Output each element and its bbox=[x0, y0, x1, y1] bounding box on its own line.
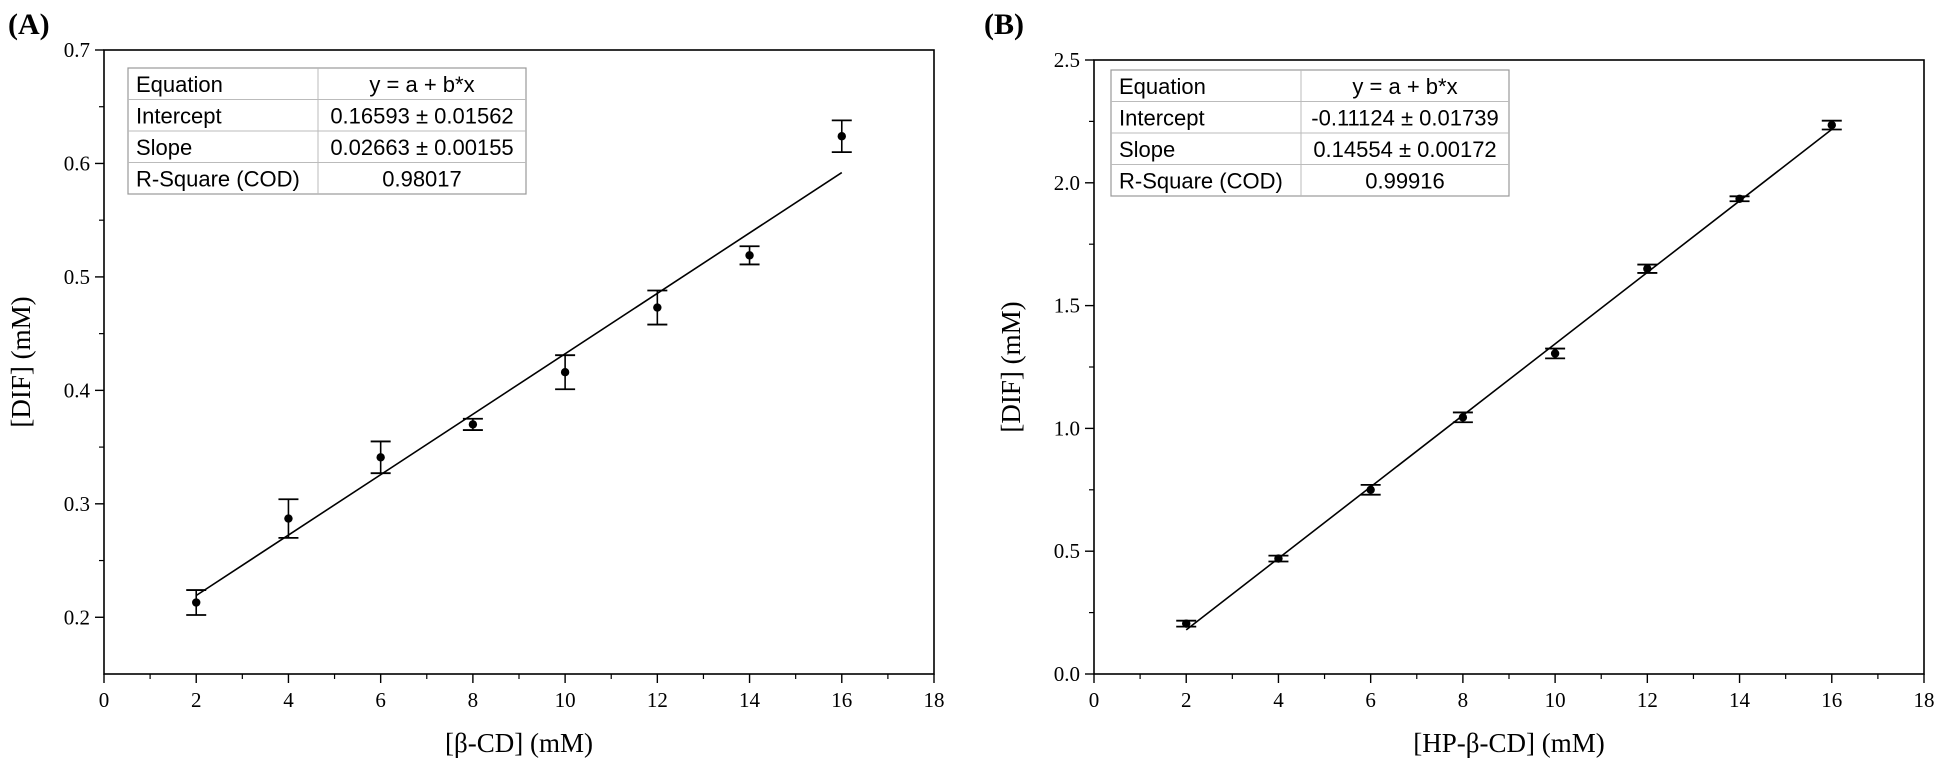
table-label-cell: Equation bbox=[136, 72, 223, 97]
x-tick-label: 6 bbox=[1365, 688, 1376, 712]
data-point bbox=[1182, 619, 1191, 628]
y-tick-label: 0.7 bbox=[64, 38, 90, 62]
table-value-cell: 0.02663 ± 0.00155 bbox=[330, 135, 513, 160]
table-value-cell: y = a + b*x bbox=[369, 72, 474, 97]
axis-ticks: 0 2 4 6 8 10 12 14 16 18 0.0 0.5 1.0 1.5 2.0 2.5 bbox=[1054, 48, 1935, 712]
x-tick-label: 12 bbox=[647, 688, 668, 712]
x-tick-label: 4 bbox=[283, 688, 294, 712]
data-point bbox=[468, 420, 478, 429]
x-tick-label: 0 bbox=[1089, 688, 1100, 712]
x-tick-label: 18 bbox=[1914, 688, 1935, 712]
fit-stats-table: Equation y = a + b*x Intercept 0.16593 ± 0.… bbox=[127, 67, 527, 195]
x-tick-label: 16 bbox=[831, 688, 852, 712]
table-label-cell: Slope bbox=[136, 135, 192, 160]
table-value-cell: -0.11124 ± 0.01739 bbox=[1311, 105, 1498, 130]
y-tick-label: 2.0 bbox=[1054, 171, 1080, 195]
x-tick-label: 0 bbox=[99, 688, 110, 712]
data-point bbox=[1458, 413, 1468, 422]
data-point bbox=[1550, 349, 1560, 358]
y-tick-label: 0.3 bbox=[64, 492, 90, 516]
table-label-cell: Slope bbox=[1119, 137, 1175, 162]
table-value-cell: 0.98017 bbox=[382, 166, 462, 191]
y-axis-label: [DIF] (mM) bbox=[6, 296, 36, 427]
chart-panel-a: (A) 0 2 4 6 8 10 12 14 16 18 0.2 0.3 0.4 0.5 0.6 0.7 Eq… bbox=[6, 8, 945, 758]
data-marks bbox=[1176, 119, 1842, 631]
x-tick-label: 2 bbox=[1181, 688, 1192, 712]
y-tick-label: 2.5 bbox=[1054, 48, 1080, 72]
x-tick-label: 6 bbox=[375, 688, 386, 712]
chart-panel-b: (B) 0 2 4 6 8 10 12 14 16 18 0.0 0.5 1.0 1.5 2.0 2.5 Eq… bbox=[984, 8, 1935, 758]
data-point bbox=[1274, 554, 1283, 563]
x-tick-label: 18 bbox=[924, 688, 945, 712]
data-marks bbox=[186, 119, 852, 616]
data-point bbox=[837, 132, 846, 141]
y-tick-label: 0.0 bbox=[1054, 662, 1080, 686]
x-tick-label: 4 bbox=[1273, 688, 1284, 712]
table-value-cell: y = a + b*x bbox=[1352, 74, 1457, 99]
data-point bbox=[745, 251, 754, 260]
y-tick-label: 0.6 bbox=[64, 151, 90, 175]
x-tick-label: 12 bbox=[1637, 688, 1658, 712]
table-label-cell: Intercept bbox=[1119, 105, 1205, 130]
y-tick-label: 0.5 bbox=[64, 265, 90, 289]
y-tick-label: 1.0 bbox=[1054, 416, 1080, 440]
data-point bbox=[560, 368, 570, 377]
y-tick-label: 0.2 bbox=[64, 605, 90, 629]
table-label-cell: R-Square (COD) bbox=[136, 166, 300, 191]
table-value-cell: 0.14554 ± 0.00172 bbox=[1313, 137, 1496, 162]
y-axis-label: [DIF] (mM) bbox=[996, 301, 1026, 432]
data-point bbox=[653, 303, 662, 312]
x-tick-label: 2 bbox=[191, 688, 202, 712]
x-axis-label: [HP-β-CD] (mM) bbox=[1413, 728, 1604, 758]
table-label-cell: R-Square (COD) bbox=[1119, 168, 1283, 193]
y-tick-label: 0.5 bbox=[1054, 539, 1080, 563]
fit-stats-table: Equation y = a + b*x Intercept -0.11124 ± 0… bbox=[1110, 69, 1510, 197]
data-point bbox=[1735, 194, 1744, 203]
data-point bbox=[1643, 264, 1652, 273]
x-tick-label: 10 bbox=[1545, 688, 1566, 712]
table-value-cell: 0.99916 bbox=[1365, 168, 1445, 193]
x-tick-label: 8 bbox=[1458, 688, 1469, 712]
y-tick-label: 0.4 bbox=[64, 378, 91, 402]
data-point bbox=[376, 453, 385, 462]
fit-line bbox=[1185, 128, 1833, 631]
fit-line bbox=[195, 171, 843, 597]
table-value-cell: 0.16593 ± 0.01562 bbox=[330, 103, 513, 128]
data-point bbox=[284, 514, 293, 523]
panel-label: (B) bbox=[984, 8, 1024, 41]
axis-ticks: 0 2 4 6 8 10 12 14 16 18 0.2 0.3 0.4 0.5 0.6 0.7 bbox=[64, 38, 945, 712]
x-tick-label: 10 bbox=[555, 688, 576, 712]
x-axis-label: [β-CD] (mM) bbox=[445, 728, 593, 758]
y-tick-label: 1.5 bbox=[1054, 294, 1080, 318]
x-tick-label: 16 bbox=[1821, 688, 1842, 712]
data-point bbox=[192, 598, 201, 607]
table-label-cell: Equation bbox=[1119, 74, 1206, 99]
panel-label: (A) bbox=[8, 8, 50, 41]
x-tick-label: 14 bbox=[739, 688, 761, 712]
x-tick-label: 14 bbox=[1729, 688, 1751, 712]
data-point bbox=[1827, 120, 1836, 130]
x-tick-label: 8 bbox=[468, 688, 479, 712]
data-point bbox=[1366, 485, 1375, 494]
table-label-cell: Intercept bbox=[136, 103, 222, 128]
